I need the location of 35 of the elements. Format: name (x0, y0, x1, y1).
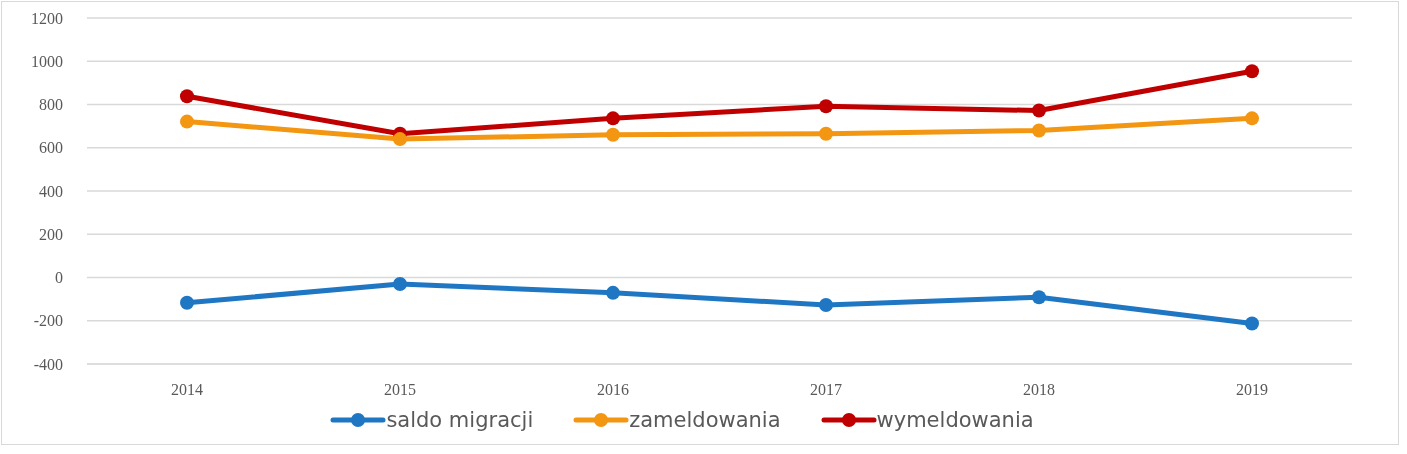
y-tick-label: -200 (33, 312, 63, 330)
point (393, 276, 407, 291)
y-tick-label: 1000 (31, 52, 63, 70)
point (180, 89, 194, 104)
x-tick-label: 2014 (171, 381, 203, 399)
point (1245, 111, 1259, 126)
point (1245, 316, 1259, 331)
point (606, 111, 620, 126)
x-tick-label: 2016 (597, 381, 629, 399)
y-tick-label: 200 (39, 225, 63, 243)
point (606, 285, 620, 300)
point (1032, 103, 1046, 118)
point (1032, 290, 1046, 305)
point (819, 126, 833, 141)
x-tick-label: 2015 (384, 381, 416, 399)
legend-label: saldo migracji (386, 408, 534, 432)
y-tick-label: 600 (39, 139, 63, 157)
point (180, 295, 194, 310)
x-tick-label: 2017 (810, 381, 842, 399)
point (819, 297, 833, 312)
legend-label: wymeldowania (876, 408, 1034, 432)
y-tick-label: -400 (33, 355, 63, 373)
point (819, 99, 833, 114)
x-tick-label: 2018 (1023, 381, 1055, 399)
y-tick-label: 0 (55, 269, 63, 287)
point (393, 132, 407, 147)
y-tick-label: 1200 (31, 9, 63, 27)
point (1032, 123, 1046, 138)
point (180, 114, 194, 129)
legend-label: zameldowania (629, 408, 781, 432)
y-tick-label: 400 (39, 182, 63, 200)
x-tick-label: 2019 (1236, 381, 1268, 399)
y-tick-label: 800 (39, 96, 63, 114)
point (606, 127, 620, 142)
point (1245, 64, 1259, 79)
